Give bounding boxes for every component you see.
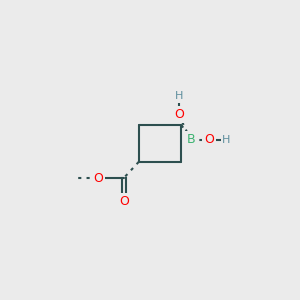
Text: H: H bbox=[222, 135, 231, 145]
Text: O: O bbox=[174, 108, 184, 121]
Text: O: O bbox=[119, 195, 129, 208]
Text: O: O bbox=[204, 134, 214, 146]
Text: H: H bbox=[175, 91, 183, 101]
Text: B: B bbox=[186, 134, 195, 146]
Text: O: O bbox=[93, 172, 103, 184]
